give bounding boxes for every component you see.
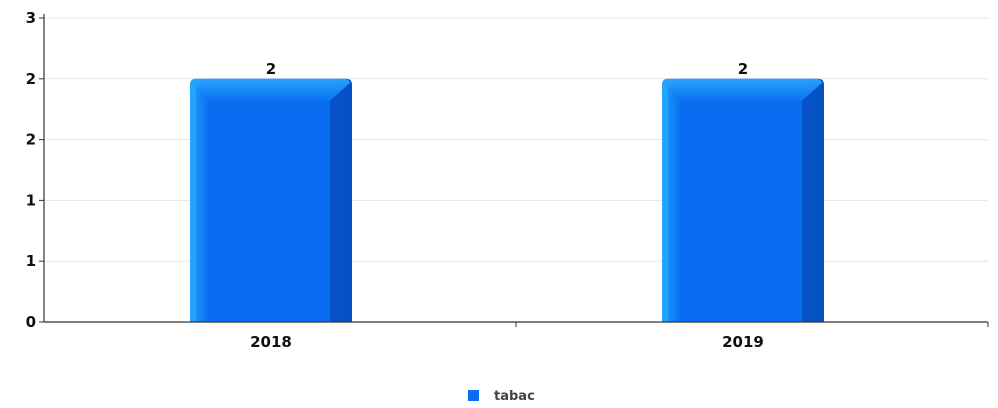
- y-tick-labels: 0 1 1 2 2 3: [26, 9, 36, 331]
- bar-2019: [662, 78, 824, 322]
- y-tick-label: 1: [26, 252, 36, 270]
- bar-top-bevel: [664, 78, 822, 101]
- data-label-2019: 2: [738, 60, 748, 78]
- legend-swatch-tabac: [468, 390, 479, 401]
- x-tick-labels: 2018 2019: [250, 333, 764, 351]
- y-tick-label: 3: [26, 9, 36, 27]
- gridlines: [44, 17, 988, 262]
- bars-group: [190, 78, 824, 322]
- x-tick-label-2018: 2018: [250, 333, 292, 351]
- bar-body: [662, 78, 824, 322]
- bar-highlight: [662, 82, 668, 322]
- bar-side: [330, 82, 352, 322]
- bar-top-bevel: [192, 78, 350, 101]
- bar-body: [190, 78, 352, 322]
- bar-2018: [190, 78, 352, 322]
- y-tick-label: 2: [26, 70, 36, 88]
- x-tick-label-2019: 2019: [722, 333, 764, 351]
- legend: tabac: [468, 389, 535, 404]
- axes: [39, 14, 989, 327]
- y-tick-label: 1: [26, 191, 36, 209]
- bar-side: [802, 82, 824, 322]
- y-tick-label: 2: [26, 131, 36, 149]
- legend-label-tabac: tabac: [494, 389, 535, 404]
- bar-highlight: [190, 82, 196, 322]
- y-tick-label: 0: [26, 313, 36, 331]
- data-label-2018: 2: [266, 60, 276, 78]
